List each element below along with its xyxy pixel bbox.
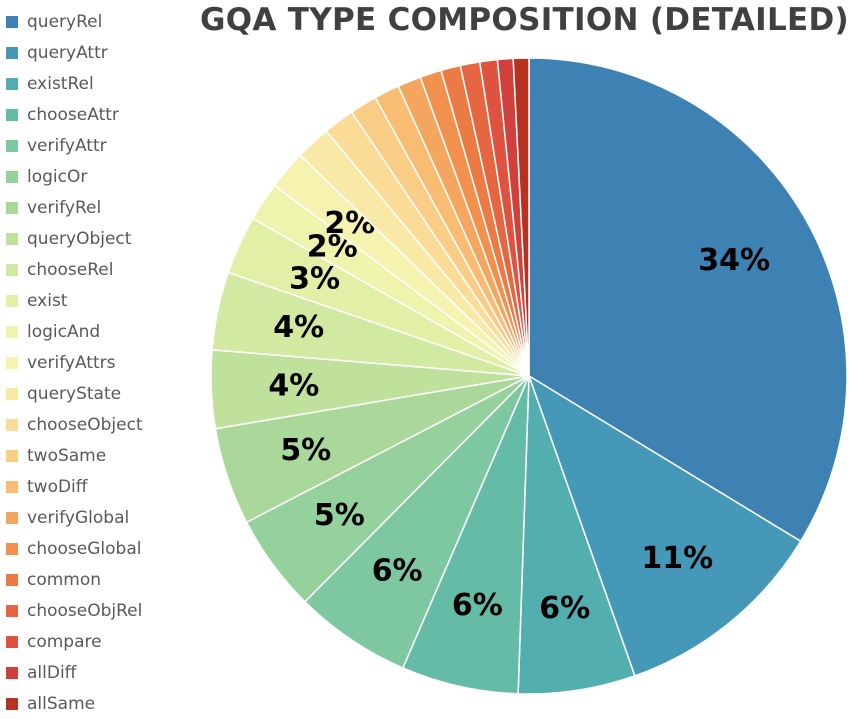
legend-label: chooseRel <box>27 259 114 280</box>
legend-swatch <box>6 604 18 617</box>
legend-label: verifyAttrs <box>27 352 116 373</box>
legend-label: twoSame <box>27 445 107 466</box>
slice-label-queryRel: 34% <box>698 243 770 278</box>
legend-item: chooseRel <box>6 254 143 285</box>
legend-item: verifyGlobal <box>6 502 143 533</box>
legend-swatch <box>6 294 18 307</box>
pie-slice-queryRel <box>528 57 848 543</box>
legend-swatch <box>6 511 18 524</box>
chart-title: GQA TYPE COMPOSITION (DETAILED) <box>200 2 849 38</box>
legend-swatch <box>6 77 18 90</box>
legend-swatch <box>6 170 18 183</box>
legend-swatch <box>6 15 18 28</box>
legend-label: logicAnd <box>27 321 101 342</box>
legend-label: queryState <box>27 383 122 404</box>
legend-label: compare <box>27 631 102 652</box>
legend-label: verifyGlobal <box>27 507 130 528</box>
slice-label-queryObject: 4% <box>268 368 319 403</box>
legend-swatch <box>6 232 18 245</box>
legend-item: verifyAttr <box>6 130 143 161</box>
legend-label: logicOr <box>27 166 88 187</box>
legend-label: twoDiff <box>27 476 88 497</box>
legend-item: twoSame <box>6 440 143 471</box>
legend-label: chooseGlobal <box>27 538 142 559</box>
legend-item: common <box>6 564 143 595</box>
pie-slice-allSame <box>512 57 530 377</box>
legend-item: queryAttr <box>6 37 143 68</box>
legend-label: exist <box>27 290 68 311</box>
legend-label: chooseAttr <box>27 104 119 125</box>
legend-swatch <box>6 356 18 369</box>
legend-item: compare <box>6 626 143 657</box>
legend-swatch <box>6 139 18 152</box>
legend-label: allSame <box>27 693 96 714</box>
legend-item: queryState <box>6 378 143 409</box>
legend-swatch <box>6 573 18 586</box>
slice-label-verifyAttr: 6% <box>372 553 423 588</box>
legend-swatch <box>6 480 18 493</box>
legend-item: chooseObject <box>6 409 143 440</box>
legend-swatch <box>6 542 18 555</box>
pie-slice-queryAttr <box>527 374 802 677</box>
legend-swatch <box>6 387 18 400</box>
legend-label: verifyAttr <box>27 135 107 156</box>
slice-label-queryAttr: 11% <box>641 541 713 576</box>
legend-swatch <box>6 666 18 679</box>
legend-swatch <box>6 449 18 462</box>
legend-swatch <box>6 108 18 121</box>
legend-item: chooseAttr <box>6 99 143 130</box>
slice-label-logicOr: 5% <box>314 498 365 533</box>
legend-swatch <box>6 263 18 276</box>
slice-label-chooseAttr: 6% <box>452 588 503 623</box>
legend-item: logicOr <box>6 161 143 192</box>
legend-label: allDiff <box>27 662 77 683</box>
legend-item: exist <box>6 285 143 316</box>
legend-item: verifyAttrs <box>6 347 143 378</box>
legend-label: queryAttr <box>27 42 108 63</box>
legend-item: chooseObjRel <box>6 595 143 626</box>
legend-label: existRel <box>27 73 94 94</box>
legend-label: chooseObject <box>27 414 143 435</box>
legend-swatch <box>6 418 18 431</box>
legend-label: verifyRel <box>27 197 102 218</box>
legend: queryRel queryAttr existRel chooseAttr verif… <box>6 6 143 719</box>
legend-item: queryRel <box>6 6 143 37</box>
legend-label: queryObject <box>27 228 132 249</box>
legend-item: queryObject <box>6 223 143 254</box>
legend-item: allSame <box>6 688 143 719</box>
slice-label-exist: 3% <box>289 261 340 296</box>
legend-swatch <box>6 635 18 648</box>
legend-label: chooseObjRel <box>27 600 143 621</box>
legend-swatch <box>6 46 18 59</box>
legend-swatch <box>6 697 18 710</box>
legend-swatch <box>6 325 18 338</box>
legend-swatch <box>6 201 18 214</box>
legend-item: allDiff <box>6 657 143 688</box>
legend-item: chooseGlobal <box>6 533 143 564</box>
slice-label-verifyRel: 5% <box>280 433 331 468</box>
legend-item: twoDiff <box>6 471 143 502</box>
legend-label: queryRel <box>27 11 103 32</box>
legend-item: verifyRel <box>6 192 143 223</box>
slice-label-chooseRel: 4% <box>273 310 324 345</box>
legend-item: existRel <box>6 68 143 99</box>
legend-item: logicAnd <box>6 316 143 347</box>
slice-label-existRel: 6% <box>539 591 590 626</box>
legend-label: common <box>27 569 102 590</box>
